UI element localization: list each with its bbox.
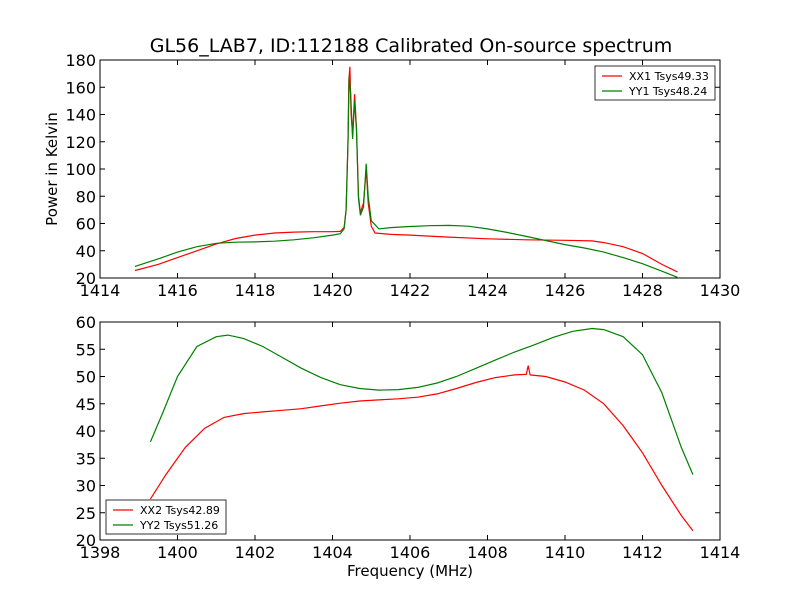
top-x-tick-label: 1428 [622, 281, 663, 300]
bottom-panel: 1398 1400 1402 1404 1406 1408 1410 1412 1414 20 25… [76, 313, 741, 580]
top-y-tick-label: 40 [76, 242, 96, 261]
top-y-tick-label: 140 [65, 106, 96, 125]
bottom-y-tick-label: 30 [76, 477, 96, 496]
bottom-legend-label-1: XX2 Tsys42.89 [140, 504, 220, 517]
bottom-x-tick-label: 1404 [312, 543, 353, 562]
bottom-x-tick-label: 1410 [545, 543, 586, 562]
top-y-tick-label: 160 [65, 78, 96, 97]
top-y-tick-label: 120 [65, 133, 96, 152]
bottom-y-tick-label: 25 [76, 504, 96, 523]
bottom-series-line-1 [149, 365, 694, 532]
bottom-x-tick-label: 1402 [235, 543, 276, 562]
top-x-tick-label: 1430 [700, 281, 741, 300]
bottom-y-tick-label: 35 [76, 449, 96, 468]
bottom-x-tick-label: 1400 [157, 543, 198, 562]
top-x-tick-label: 1414 [80, 281, 121, 300]
bottom-x-tick-label: 1412 [622, 543, 663, 562]
top-y-tick-label: 180 [65, 51, 96, 70]
top-x-tick-label: 1422 [390, 281, 431, 300]
bottom-x-tick-label: 1408 [467, 543, 508, 562]
top-y-tick-label: 80 [76, 187, 96, 206]
bottom-y-tick-label: 40 [76, 422, 96, 441]
bottom-y-tick-label: 20 [76, 531, 96, 550]
top-x-tick-label: 1424 [467, 281, 508, 300]
bottom-y-tick-label: 55 [76, 340, 96, 359]
top-x-tick-label: 1418 [235, 281, 276, 300]
top-panel: 1414 1416 1418 1420 1422 1424 1426 1428 1430 20 40… [43, 51, 740, 300]
top-y-tick-label: 100 [65, 160, 96, 179]
top-x-tick-label: 1420 [312, 281, 353, 300]
top-series-line-2 [134, 76, 678, 278]
top-y-tick-label: 20 [76, 269, 96, 288]
bottom-y-tick-label: 45 [76, 395, 96, 414]
bottom-series-line-2 [149, 327, 694, 475]
bottom-x-tick-label: 1398 [80, 543, 121, 562]
top-y-axis-label: Power in Kelvin [43, 112, 61, 226]
top-legend-box [594, 65, 716, 101]
top-x-tick-label: 1416 [157, 281, 198, 300]
top-y-tick-label: 60 [76, 215, 96, 234]
bottom-x-axis-label: Frequency (MHz) [347, 562, 473, 580]
bottom-y-tick-label: 60 [76, 313, 96, 332]
bottom-legend-label-2: YY2 Tsys51.26 [139, 519, 218, 532]
figure-title: GL56_LAB7, ID:112188 Calibrated On-sourc… [150, 35, 673, 57]
bottom-x-tick-label: 1406 [390, 543, 431, 562]
top-x-tick-label: 1426 [545, 281, 586, 300]
top-legend-label-2: YY1 Tsys48.24 [628, 85, 707, 98]
bottom-x-tick-label: 1414 [700, 543, 741, 562]
bottom-legend-box [105, 499, 227, 535]
top-legend-label-1: XX1 Tsys49.33 [629, 70, 709, 83]
bottom-y-tick-label: 50 [76, 368, 96, 387]
